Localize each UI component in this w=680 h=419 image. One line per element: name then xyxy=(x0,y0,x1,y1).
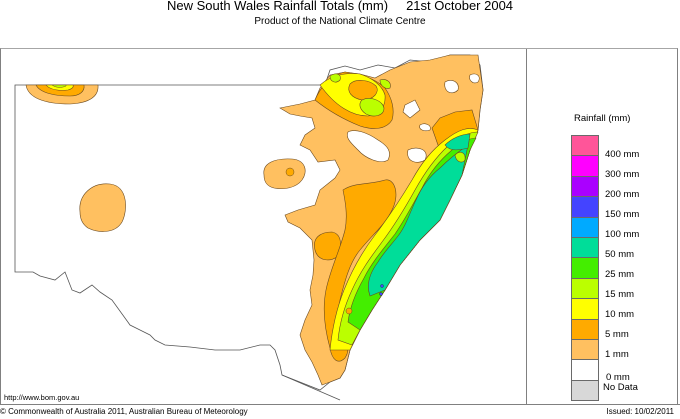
legend-label: 1 mm xyxy=(605,349,629,360)
legend-label: 5 mm xyxy=(605,329,629,340)
legend-label: 15 mm xyxy=(605,289,635,300)
legend-swatch xyxy=(571,216,599,237)
legend-label: 200 mm xyxy=(605,189,640,200)
issued-date: Issued: 10/02/2011 xyxy=(606,407,674,416)
legend-label: No Data xyxy=(603,382,638,393)
legend-swatch xyxy=(571,135,599,156)
legend-title: Rainfall (mm) xyxy=(574,113,631,124)
legend-swatch xyxy=(571,155,599,176)
legend-label: 25 mm xyxy=(605,269,635,280)
legend-swatch xyxy=(571,318,599,339)
legend-swatch xyxy=(571,236,599,258)
footer-divider xyxy=(0,404,680,405)
rainfall-map xyxy=(0,49,526,404)
legend-divider xyxy=(526,49,527,405)
legend-label: 300 mm xyxy=(605,169,640,180)
legend-swatch xyxy=(571,379,599,402)
legend-swatch xyxy=(571,257,599,278)
copyright-notice: © Commonwealth of Australia 2011, Austra… xyxy=(0,407,248,416)
legend-label: 150 mm xyxy=(605,209,640,220)
legend-label: 100 mm xyxy=(605,229,640,240)
legend-label: 400 mm xyxy=(605,149,640,160)
legend-swatch xyxy=(571,359,599,380)
legend-label: 10 mm xyxy=(605,309,635,320)
legend-swatch xyxy=(571,196,599,217)
figure-frame xyxy=(0,48,678,404)
legend-swatch xyxy=(571,277,599,299)
source-url[interactable]: http://www.bom.gov.au xyxy=(4,393,80,402)
legend-label: 50 mm xyxy=(605,249,635,260)
page-title: New South Wales Rainfall Totals (mm) 21s… xyxy=(166,0,514,13)
legend-swatch xyxy=(571,298,599,319)
page-subtitle: Product of the National Climate Centre xyxy=(254,16,426,27)
legend-swatch xyxy=(571,338,599,360)
legend-swatch xyxy=(571,175,599,197)
legend-color-bar xyxy=(571,135,599,402)
legend-label: 0 mm xyxy=(606,372,630,383)
